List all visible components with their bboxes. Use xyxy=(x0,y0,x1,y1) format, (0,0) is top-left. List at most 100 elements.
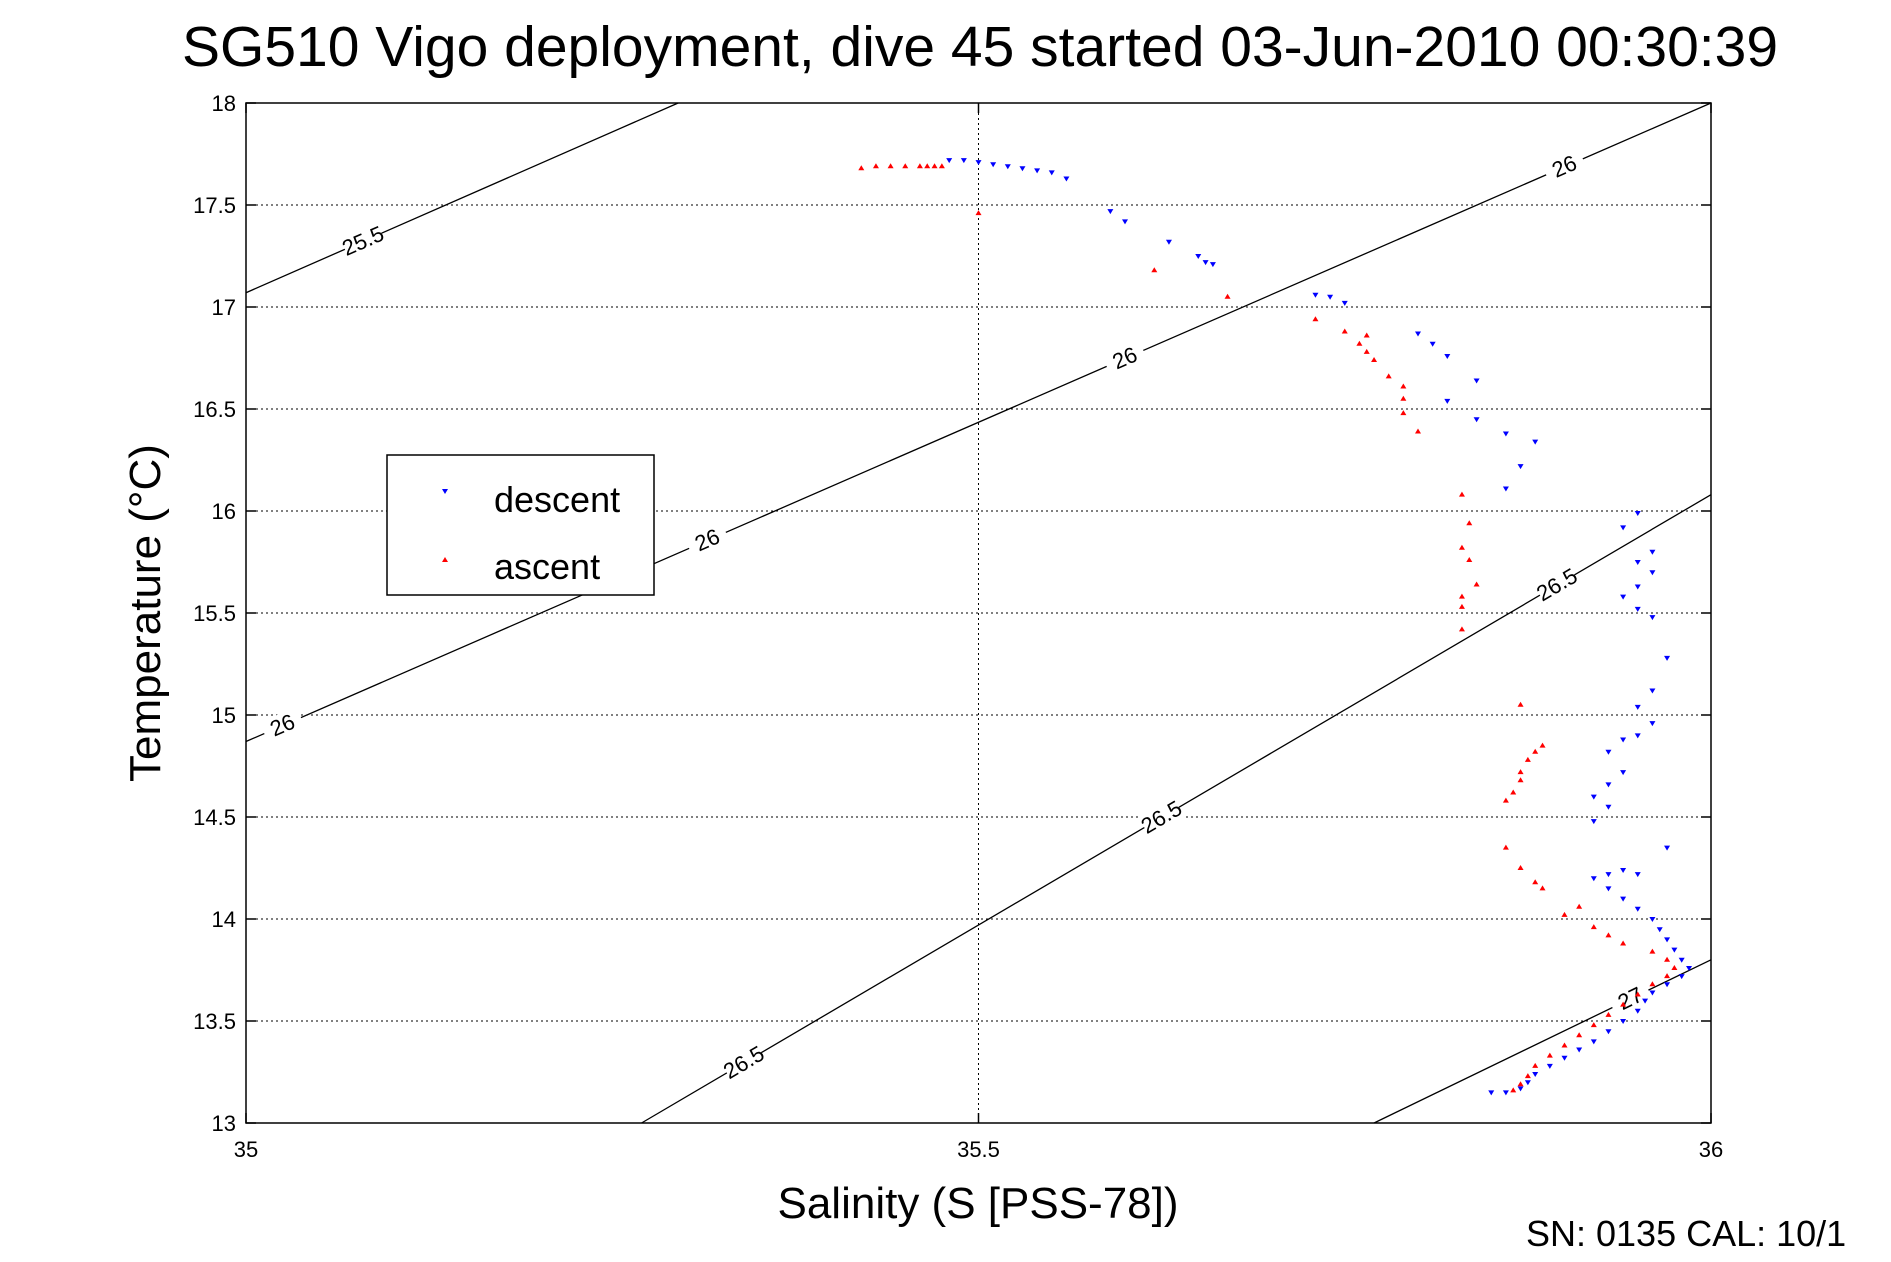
descent-point xyxy=(1532,439,1539,445)
contour-label-background xyxy=(1138,796,1185,838)
ascent-point xyxy=(1517,701,1524,707)
legend: descent ascent xyxy=(386,454,655,596)
descent-point xyxy=(1605,749,1612,755)
isopycnal-line xyxy=(1373,959,1712,1124)
descent-point xyxy=(1444,398,1451,404)
descent-point xyxy=(1590,819,1597,825)
y-tick-label: 15 xyxy=(212,703,236,728)
y-axis-label: Temperature (°C) xyxy=(121,444,170,782)
descent-point xyxy=(1202,260,1209,266)
descent-point xyxy=(1664,655,1671,661)
descent-point xyxy=(1444,353,1451,359)
ascent-point xyxy=(887,163,894,169)
descent-point xyxy=(1122,219,1128,225)
ascent-point xyxy=(1458,544,1465,550)
contour-label-background xyxy=(1541,147,1588,186)
descent-point xyxy=(1642,998,1649,1004)
descent-point xyxy=(1590,1039,1597,1045)
ascent-point xyxy=(1561,911,1568,917)
descent-point xyxy=(1620,1019,1627,1024)
ascent-point xyxy=(1312,316,1319,322)
ascent-point xyxy=(1671,964,1678,970)
ticks: 35 35.5 36 13 13.5 14 14.5 15 15.5 16 16.5 17 17.5 18 xyxy=(193,91,1723,1162)
descent-point xyxy=(1634,560,1641,565)
ascent-point xyxy=(1473,581,1480,587)
descent-point xyxy=(1605,804,1612,810)
y-tick-label: 16.5 xyxy=(193,397,236,422)
descent-point xyxy=(1620,770,1627,776)
ascent-point xyxy=(1524,756,1531,762)
ascent-point xyxy=(1458,593,1465,599)
ascent-point xyxy=(1466,556,1473,562)
ascent-point xyxy=(1546,1052,1553,1058)
descent-point xyxy=(1678,974,1685,980)
legend-ascent-marker xyxy=(442,557,448,562)
ascent-point xyxy=(1524,1073,1531,1079)
descent-point xyxy=(1488,1090,1495,1096)
ascent-point xyxy=(975,210,982,216)
series-ascent xyxy=(858,163,1678,1093)
descent-point xyxy=(1473,378,1480,384)
descent-point xyxy=(1649,917,1656,922)
y-tick-label: 13.5 xyxy=(193,1009,236,1034)
legend-box xyxy=(386,454,655,596)
descent-point xyxy=(1209,262,1216,268)
ascent-point xyxy=(1517,777,1524,783)
descent-point xyxy=(1620,594,1627,600)
contour-label-background xyxy=(340,222,387,261)
descent-point xyxy=(1605,872,1612,878)
ascent-point xyxy=(1634,991,1641,997)
ascent-point xyxy=(916,163,923,169)
y-tick-label: 17 xyxy=(212,295,236,320)
descent-point xyxy=(1649,990,1656,996)
descent-point xyxy=(1605,886,1612,892)
ascent-point xyxy=(1341,328,1348,334)
descent-point xyxy=(1561,1055,1568,1061)
descent-point xyxy=(1634,584,1641,590)
descent-point xyxy=(1502,431,1509,437)
ascent-point xyxy=(1539,885,1546,891)
ascent-point xyxy=(1458,491,1465,497)
ascent-point xyxy=(931,163,938,169)
contour-label-background xyxy=(720,1042,768,1084)
ascent-point xyxy=(1539,742,1546,748)
ascent-point xyxy=(1605,1011,1612,1017)
x-tick-label: 35.5 xyxy=(957,1137,1000,1162)
y-tick-label: 14 xyxy=(212,907,236,932)
ascent-point xyxy=(924,163,931,169)
y-tick-label: 17.5 xyxy=(193,193,236,218)
descent-point xyxy=(975,160,982,166)
ascent-point xyxy=(1517,865,1524,870)
descent-point xyxy=(1195,254,1202,259)
contour-label-background xyxy=(1101,339,1149,378)
y-tick-label: 13 xyxy=(212,1111,236,1136)
descent-point xyxy=(1165,239,1172,245)
descent-point xyxy=(1341,300,1348,306)
descent-point xyxy=(1656,927,1663,933)
descent-point xyxy=(1649,688,1656,694)
descent-point xyxy=(1517,464,1524,470)
descent-point xyxy=(1649,549,1656,555)
x-axis-label: Salinity (S [PSS-78]) xyxy=(777,1179,1178,1228)
ascent-point xyxy=(1517,769,1524,775)
y-tick-label: 15.5 xyxy=(193,601,236,626)
descent-point xyxy=(1429,341,1436,347)
ascent-point xyxy=(1532,1062,1539,1068)
descent-point xyxy=(1620,868,1627,874)
contour-label-background xyxy=(259,706,306,745)
ascent-point xyxy=(1400,383,1407,389)
descent-point xyxy=(1590,794,1597,800)
descent-point xyxy=(1473,417,1480,423)
descent-point xyxy=(1664,982,1671,988)
descent-point xyxy=(1664,845,1671,851)
descent-point xyxy=(1605,1029,1612,1035)
descent-point xyxy=(1517,1086,1524,1092)
ascent-point xyxy=(1605,932,1612,938)
descent-point xyxy=(1671,947,1678,953)
ascent-point xyxy=(1649,981,1656,987)
ascent-point xyxy=(1371,357,1378,363)
descent-point xyxy=(1649,570,1656,576)
descent-point xyxy=(1678,957,1685,963)
